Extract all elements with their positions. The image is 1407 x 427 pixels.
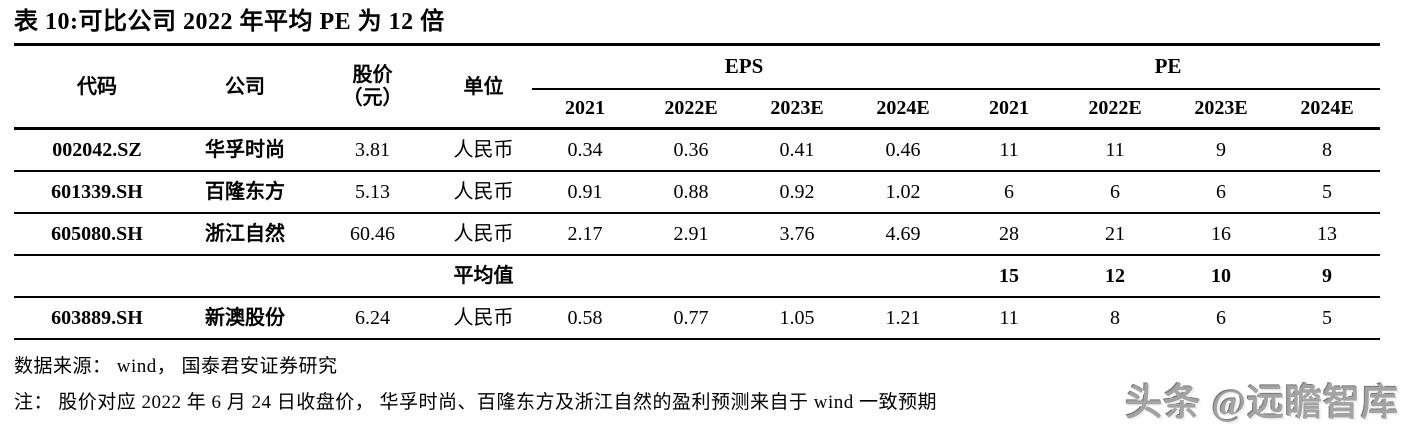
data-source-text: 数据来源： wind， 国泰君安证券研究 (14, 355, 338, 377)
company-cell (180, 254, 310, 298)
unit-cell: 平均值 (435, 254, 532, 298)
eps-cell: 0.77 (638, 296, 744, 340)
eps-cell: 0.91 (532, 170, 638, 214)
year-header-cell: 2024E (1274, 88, 1381, 130)
price-cell: 6.24 (310, 296, 435, 340)
pe-cell: 8 (1274, 128, 1381, 172)
year-header-cell: 2024E (850, 88, 957, 130)
eps-cell: 1.05 (744, 296, 850, 340)
table-row: 601339.SH 百隆东方 5.13 人民币 0.91 0.88 0.92 1.02 6 6 6 5 (14, 170, 1381, 214)
pe-cell: 11 (956, 296, 1063, 340)
col-header-price: 股价 （元） (310, 44, 435, 130)
pe-cell: 5 (1274, 170, 1381, 214)
year-header-cell: 2022E (1062, 88, 1169, 130)
eps-cell: 0.41 (744, 128, 850, 172)
code-cell: 601339.SH (14, 170, 180, 214)
year-header-cell: 2021 (956, 88, 1063, 130)
pe-cell: 12 (1062, 254, 1169, 298)
eps-cell: 3.76 (744, 212, 850, 256)
comparable-companies-table: 代码 公司 股价 （元） 单位 EPS PE 2021 2022E 2023E 202… (14, 43, 1381, 340)
price-header-line2: （元） (342, 86, 403, 109)
eps-cell: 0.92 (744, 170, 850, 214)
col-group-pe: PE (956, 44, 1381, 90)
eps-cell: 1.02 (850, 170, 957, 214)
price-cell: 3.81 (310, 128, 435, 172)
pe-cell: 9 (1274, 254, 1381, 298)
code-cell (14, 254, 180, 298)
col-group-eps: EPS (532, 44, 957, 90)
average-row: 平均值 15 12 10 9 (14, 254, 1381, 298)
pe-cell: 16 (1168, 212, 1275, 256)
year-header-cell: 2023E (1168, 88, 1275, 130)
price-cell: 60.46 (310, 212, 435, 256)
eps-cell (850, 254, 957, 298)
table-title: 表 10:可比公司 2022 年平均 PE 为 12 倍 (14, 9, 445, 35)
pe-cell: 8 (1062, 296, 1169, 340)
col-header-company: 公司 (180, 44, 310, 130)
eps-cell: 0.34 (532, 128, 638, 172)
pe-cell: 5 (1274, 296, 1381, 340)
code-cell: 002042.SZ (14, 128, 180, 172)
table-row: 605080.SH 浙江自然 60.46 人民币 2.17 2.91 3.76 4.69 28 2… (14, 212, 1381, 256)
eps-cell: 2.91 (638, 212, 744, 256)
code-cell: 605080.SH (14, 212, 180, 256)
unit-cell: 人民币 (435, 128, 532, 172)
year-header-cell: 2022E (638, 88, 744, 130)
pe-cell: 6 (1168, 296, 1275, 340)
pe-cell: 6 (956, 170, 1063, 214)
eps-cell (744, 254, 850, 298)
year-header-cell: 2023E (744, 88, 850, 130)
unit-cell: 人民币 (435, 170, 532, 214)
note-text: 注： 股价对应 2022 年 6 月 24 日收盘价， 华孚时尚、百隆东方及浙江… (14, 391, 938, 413)
unit-cell: 人民币 (435, 212, 532, 256)
table-row: 002042.SZ 华孚时尚 3.81 人民币 0.34 0.36 0.41 0.46 11 11… (14, 128, 1381, 172)
company-cell: 百隆东方 (180, 170, 310, 214)
year-header-cell: 2021 (532, 88, 638, 130)
price-cell: 5.13 (310, 170, 435, 214)
price-cell (310, 254, 435, 298)
eps-cell: 1.21 (850, 296, 957, 340)
eps-cell: 4.69 (850, 212, 957, 256)
eps-cell (638, 254, 744, 298)
group-header-row: 代码 公司 股价 （元） 单位 EPS PE (14, 44, 1381, 130)
eps-cell: 0.58 (532, 296, 638, 340)
pe-cell: 10 (1168, 254, 1275, 298)
unit-cell: 人民币 (435, 296, 532, 340)
year-header-row: 2021 2022E 2023E 2024E 2021 2022E 2023E 2024E (14, 88, 1381, 130)
table-row: 603889.SH 新澳股份 6.24 人民币 0.58 0.77 1.05 1.21 11 8 6… (14, 296, 1381, 340)
code-cell: 603889.SH (14, 296, 180, 340)
price-header-line1: 股价 (352, 63, 393, 86)
pe-cell: 9 (1168, 128, 1275, 172)
pe-cell: 28 (956, 212, 1063, 256)
table-body: 002042.SZ 华孚时尚 3.81 人民币 0.34 0.36 0.41 0.46 11 11… (14, 128, 1381, 340)
company-cell: 浙江自然 (180, 212, 310, 256)
company-cell: 新澳股份 (180, 296, 310, 340)
pe-cell: 21 (1062, 212, 1169, 256)
eps-cell (532, 254, 638, 298)
pe-cell: 13 (1274, 212, 1381, 256)
eps-cell: 2.17 (532, 212, 638, 256)
col-header-code: 代码 (14, 44, 180, 130)
pe-cell: 6 (1062, 170, 1169, 214)
col-header-unit: 单位 (435, 44, 532, 130)
company-cell: 华孚时尚 (180, 128, 310, 172)
eps-cell: 0.46 (850, 128, 957, 172)
pe-cell: 15 (956, 254, 1063, 298)
watermark-text: 头条 @远瞻智库 (1125, 383, 1399, 424)
eps-cell: 0.88 (638, 170, 744, 214)
pe-cell: 6 (1168, 170, 1275, 214)
pe-cell: 11 (1062, 128, 1169, 172)
pe-cell: 11 (956, 128, 1063, 172)
eps-cell: 0.36 (638, 128, 744, 172)
